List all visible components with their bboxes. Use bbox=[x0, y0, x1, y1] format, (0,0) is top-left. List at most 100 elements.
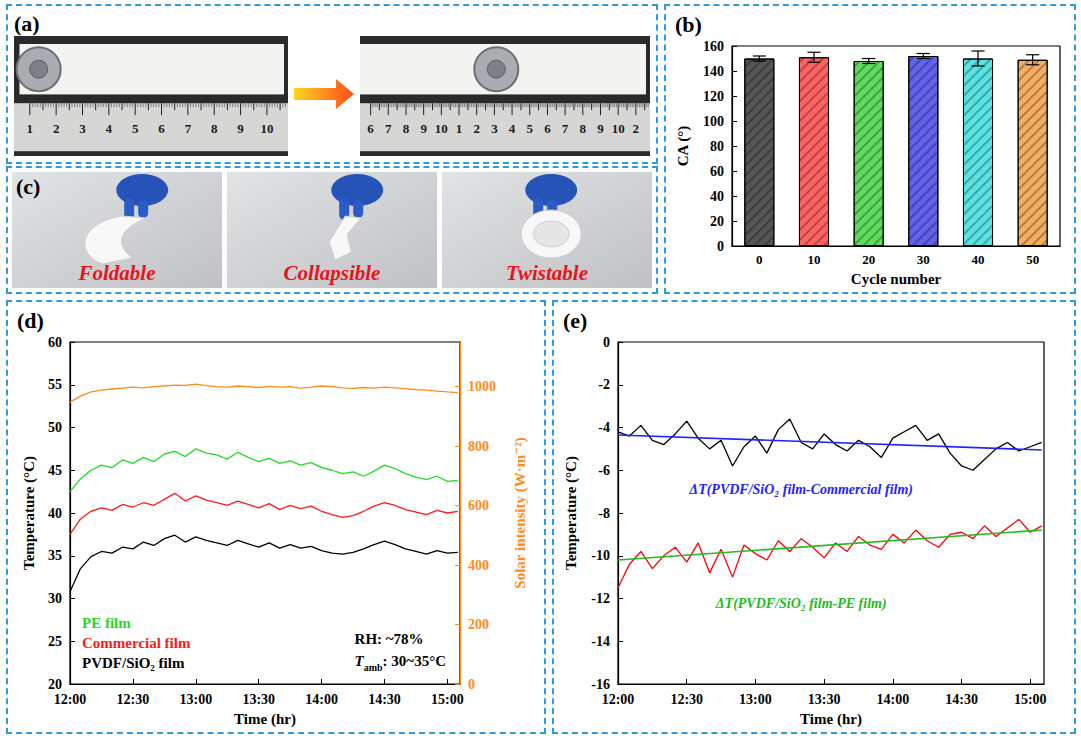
svg-text:10: 10 bbox=[808, 252, 821, 267]
svg-text:Temperature (°C): Temperature (°C) bbox=[563, 456, 580, 570]
svg-text:15:00: 15:00 bbox=[1014, 692, 1047, 707]
svg-text:RH: ~78%: RH: ~78% bbox=[355, 631, 424, 647]
svg-text:3: 3 bbox=[491, 121, 498, 136]
svg-text:(e): (e) bbox=[563, 308, 587, 333]
svg-text:120: 120 bbox=[703, 89, 724, 104]
svg-text:0: 0 bbox=[756, 252, 763, 267]
svg-text:9: 9 bbox=[420, 121, 427, 136]
svg-text:45: 45 bbox=[48, 463, 62, 478]
svg-text:14:00: 14:00 bbox=[305, 692, 338, 707]
svg-text:7: 7 bbox=[562, 121, 569, 136]
svg-text:amb: amb bbox=[364, 662, 383, 673]
svg-text:(a): (a) bbox=[14, 11, 40, 36]
svg-text:PE film: PE film bbox=[82, 615, 131, 631]
svg-text:30: 30 bbox=[48, 591, 62, 606]
svg-text:40: 40 bbox=[710, 189, 724, 204]
svg-text:3: 3 bbox=[79, 121, 86, 136]
svg-text:1: 1 bbox=[27, 121, 34, 136]
svg-text:20: 20 bbox=[48, 677, 62, 692]
svg-text:50: 50 bbox=[1026, 252, 1039, 267]
svg-text:14:30: 14:30 bbox=[368, 692, 401, 707]
svg-text:25: 25 bbox=[48, 634, 62, 649]
svg-text:ΔT(PVDF/SiO₂ film-Commercial f: ΔT(PVDF/SiO₂ film-Commercial film) bbox=[688, 482, 913, 498]
svg-text:20: 20 bbox=[710, 214, 724, 229]
svg-text:: 30~35°C: : 30~35°C bbox=[383, 653, 446, 669]
svg-text:13:00: 13:00 bbox=[739, 692, 772, 707]
svg-text:7: 7 bbox=[385, 121, 392, 136]
svg-text:8: 8 bbox=[211, 121, 218, 136]
svg-text:6: 6 bbox=[544, 121, 551, 136]
svg-text:6: 6 bbox=[367, 121, 374, 136]
svg-text:Time (hr): Time (hr) bbox=[800, 711, 862, 728]
svg-text:Foldable: Foldable bbox=[78, 261, 156, 285]
svg-text:40: 40 bbox=[48, 506, 62, 521]
svg-text:0: 0 bbox=[468, 677, 475, 692]
svg-text:40: 40 bbox=[972, 252, 985, 267]
svg-text:10: 10 bbox=[612, 121, 625, 136]
svg-text:20: 20 bbox=[862, 252, 875, 267]
svg-text:Commercial film: Commercial film bbox=[82, 635, 191, 651]
svg-text:Temperature (°C): Temperature (°C) bbox=[21, 456, 38, 570]
svg-text:2: 2 bbox=[53, 121, 60, 136]
svg-text:-8: -8 bbox=[598, 506, 610, 521]
svg-text:12:00: 12:00 bbox=[54, 692, 87, 707]
svg-text:13:30: 13:30 bbox=[808, 692, 841, 707]
svg-text:12:30: 12:30 bbox=[670, 692, 703, 707]
svg-text:200: 200 bbox=[468, 617, 489, 632]
svg-text:CA (°): CA (°) bbox=[675, 126, 692, 167]
svg-text:800: 800 bbox=[468, 439, 489, 454]
svg-text:13:30: 13:30 bbox=[242, 692, 275, 707]
svg-text:9: 9 bbox=[597, 121, 604, 136]
svg-text:13:00: 13:00 bbox=[179, 692, 212, 707]
svg-text:Cycle number: Cycle number bbox=[851, 271, 942, 287]
svg-text:-10: -10 bbox=[591, 548, 610, 563]
svg-text:1: 1 bbox=[456, 121, 463, 136]
svg-text:0: 0 bbox=[717, 239, 724, 254]
svg-text:9: 9 bbox=[237, 121, 244, 136]
svg-text:10: 10 bbox=[435, 121, 448, 136]
svg-text:-16: -16 bbox=[591, 677, 610, 692]
svg-text:PVDF/SiO₂ film: PVDF/SiO₂ film bbox=[82, 655, 185, 671]
svg-text:ΔT(PVDF/SiO₂ film-PE film): ΔT(PVDF/SiO₂ film-PE film) bbox=[715, 596, 887, 612]
svg-text:15:00: 15:00 bbox=[431, 692, 464, 707]
svg-text:30: 30 bbox=[917, 252, 930, 267]
svg-text:(b): (b) bbox=[675, 12, 702, 37]
svg-text:160: 160 bbox=[703, 39, 724, 54]
svg-text:8: 8 bbox=[403, 121, 410, 136]
svg-text:-2: -2 bbox=[598, 377, 610, 392]
svg-text:Time (hr): Time (hr) bbox=[234, 711, 296, 728]
svg-text:12:00: 12:00 bbox=[602, 692, 635, 707]
svg-text:Twistable: Twistable bbox=[506, 261, 588, 285]
svg-text:Solar intensity (W·m⁻²): Solar intensity (W·m⁻²) bbox=[512, 437, 529, 588]
svg-text:-4: -4 bbox=[598, 420, 610, 435]
svg-text:35: 35 bbox=[48, 548, 62, 563]
svg-text:100: 100 bbox=[703, 114, 724, 129]
svg-text:1000: 1000 bbox=[468, 379, 496, 394]
svg-text:60: 60 bbox=[48, 335, 62, 350]
svg-text:-12: -12 bbox=[591, 591, 610, 606]
svg-text:-6: -6 bbox=[598, 463, 610, 478]
svg-text:8: 8 bbox=[580, 121, 587, 136]
svg-text:60: 60 bbox=[710, 164, 724, 179]
svg-text:0: 0 bbox=[603, 335, 610, 350]
svg-text:50: 50 bbox=[48, 420, 62, 435]
svg-text:14:00: 14:00 bbox=[877, 692, 910, 707]
svg-text:(c): (c) bbox=[16, 174, 40, 199]
svg-text:4: 4 bbox=[509, 121, 516, 136]
svg-text:Collapsible: Collapsible bbox=[284, 261, 381, 285]
svg-text:140: 140 bbox=[703, 64, 724, 79]
svg-text:5: 5 bbox=[527, 121, 534, 136]
svg-text:4: 4 bbox=[106, 121, 113, 136]
svg-text:80: 80 bbox=[710, 139, 724, 154]
svg-text:7: 7 bbox=[185, 121, 192, 136]
svg-text:(d): (d) bbox=[17, 308, 44, 333]
svg-text:12:30: 12:30 bbox=[117, 692, 150, 707]
svg-text:6: 6 bbox=[158, 121, 165, 136]
svg-text:14:30: 14:30 bbox=[945, 692, 978, 707]
svg-text:10: 10 bbox=[260, 121, 273, 136]
svg-text:-14: -14 bbox=[591, 634, 610, 649]
svg-text:600: 600 bbox=[468, 498, 489, 513]
svg-text:5: 5 bbox=[132, 121, 139, 136]
svg-text:400: 400 bbox=[468, 558, 489, 573]
svg-text:2: 2 bbox=[473, 121, 480, 136]
